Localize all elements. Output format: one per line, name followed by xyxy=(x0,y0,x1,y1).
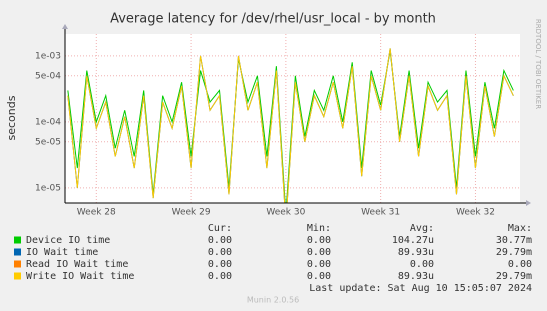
legend-value: 0.00 xyxy=(307,235,331,246)
series-lines xyxy=(67,48,514,203)
legend-value: 0.00 xyxy=(307,247,331,258)
y-tick-label: 1e-04 xyxy=(35,117,61,127)
legend-swatch xyxy=(14,236,21,244)
legend-header: Min: xyxy=(307,223,331,234)
legend-header: Max: xyxy=(508,223,532,234)
legend-label: Write IO Wait time xyxy=(26,271,134,282)
x-tick-label: Week 28 xyxy=(77,208,116,218)
legend-header: Cur: xyxy=(208,223,232,234)
side-text: RRDTOOL / TOBI OETIKER xyxy=(534,19,542,109)
legend-value: 104.27u xyxy=(392,235,434,246)
legend-value: 0.00 xyxy=(208,235,232,246)
legend-value: 0.00 xyxy=(208,247,232,258)
x-tick-label: Week 31 xyxy=(361,208,400,218)
x-arrow xyxy=(526,200,531,206)
legend-value: 29.79m xyxy=(496,271,532,282)
legend: Cur: Min: Avg: Max:Device IO time 0.00 0.00 10… xyxy=(14,223,532,282)
y-tick-label: 1e-05 xyxy=(35,183,61,193)
chart-title: Average latency for /dev/rhel/usr_local … xyxy=(110,12,436,27)
legend-label: IO Wait time xyxy=(26,247,98,258)
legend-value: 0.00 xyxy=(208,271,232,282)
footer: Munin 2.0.56 xyxy=(247,296,299,305)
legend-value: 29.79m xyxy=(496,247,532,258)
legend-value: 30.77m xyxy=(496,235,532,246)
legend-value: 0.00 xyxy=(508,259,532,270)
y-tick-label: 5e-05 xyxy=(35,137,61,147)
legend-header: Avg: xyxy=(410,223,434,234)
legend-swatch xyxy=(14,248,21,256)
legend-value: 0.00 xyxy=(410,259,434,270)
legend-value: 0.00 xyxy=(307,271,331,282)
legend-label: Device IO time xyxy=(26,235,110,246)
legend-swatch xyxy=(14,272,21,280)
legend-swatch xyxy=(14,260,21,268)
legend-value: 89.93u xyxy=(398,247,434,258)
y-tick-label: 5e-04 xyxy=(35,71,61,81)
y-arrow xyxy=(62,24,68,29)
legend-label: Read IO Wait time xyxy=(26,259,128,270)
last-update: Last update: Sat Aug 10 15:05:07 2024 xyxy=(309,283,532,294)
legend-value: 0.00 xyxy=(208,259,232,270)
x-tick-label: Week 30 xyxy=(266,208,305,218)
grid xyxy=(65,34,520,203)
legend-value: 89.93u xyxy=(398,271,434,282)
legend-value: 0.00 xyxy=(307,259,331,270)
x-tick-label: Week 32 xyxy=(456,208,495,218)
series-line xyxy=(67,48,514,203)
y-axis-label: seconds xyxy=(5,95,18,140)
x-tick-label: Week 29 xyxy=(172,208,211,218)
y-tick-label: 1e-03 xyxy=(35,51,61,61)
